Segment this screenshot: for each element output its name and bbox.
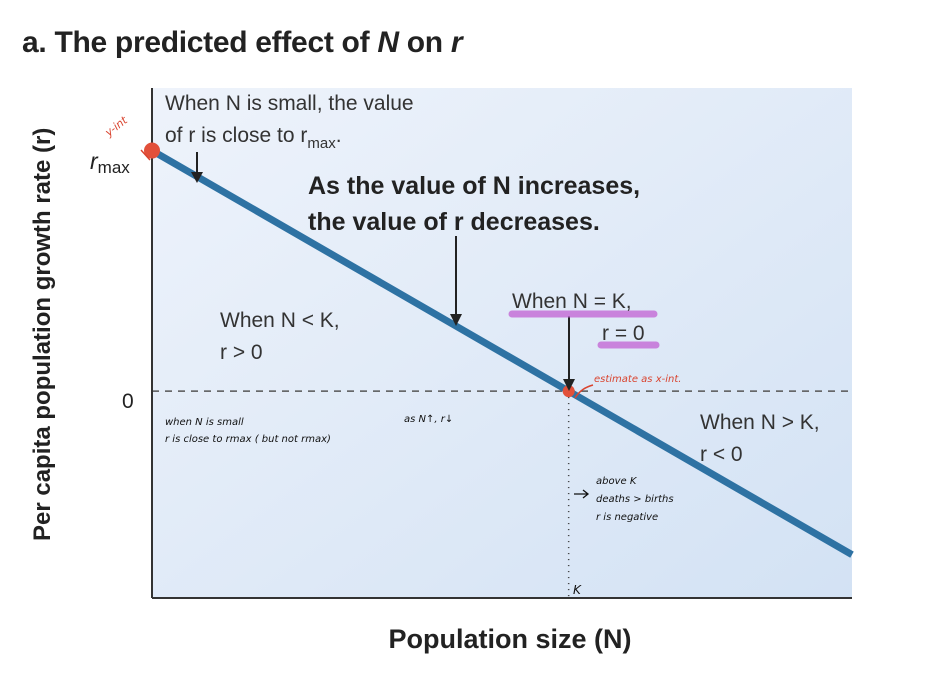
y-tick-zero: 0 [122, 390, 134, 413]
annotation-center: As the value of N increases, the value o… [308, 172, 641, 236]
y-tick-rmax: rmax [90, 148, 130, 177]
figure-title: a. The predicted effect of N on r [22, 26, 463, 59]
key-point-0 [144, 142, 160, 159]
arrowhead-top-icon [191, 172, 203, 183]
handwritten-arrow-icon [574, 489, 590, 499]
annotation-at-k: When N = K, r = 0 [512, 290, 645, 345]
annotation-top-left: When N is small, the value of r is close… [165, 92, 414, 152]
x-tick-k-handwritten: K [573, 583, 581, 597]
annotation-right: When N > K, r < 0 [700, 411, 820, 466]
arrowhead-k-icon [563, 379, 575, 391]
estimate-pointer-mark [574, 384, 594, 399]
arrowhead-center-icon [450, 314, 462, 326]
handwritten-estimate: estimate as x-int. [594, 374, 682, 385]
yint-pointer-mark [140, 149, 151, 161]
handwritten-as-n: as N↑, r↓ [404, 414, 454, 425]
key-point-1 [562, 385, 575, 398]
x-axis-label: Population size (N) [388, 624, 632, 654]
annotation-left-mid: When N < K, r > 0 [220, 309, 340, 364]
points-layer [144, 142, 575, 398]
plot-background [152, 88, 852, 598]
handwritten-above-k: above K deaths > births r is negative [596, 476, 674, 523]
handwritten-small-note: when N is small r is close to rmax ( but… [165, 417, 331, 445]
